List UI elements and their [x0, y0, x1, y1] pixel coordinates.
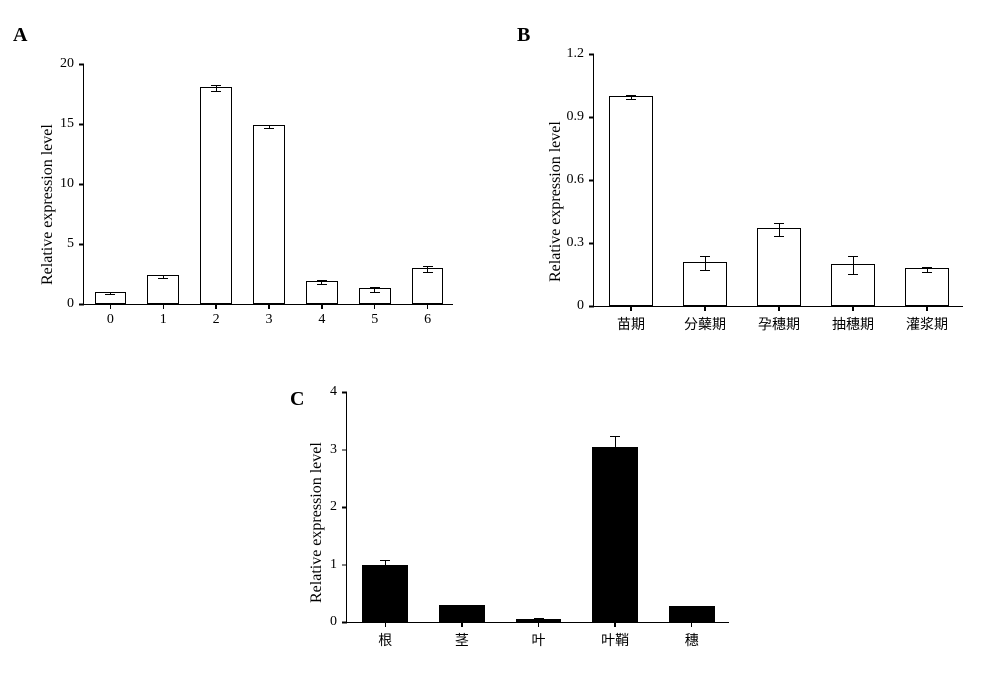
chart-c-bar	[362, 565, 408, 623]
chart-a-errorbar-cap	[105, 292, 115, 293]
chart-b-errorbar-cap	[626, 99, 636, 100]
chart-a-xtick-label: 4	[318, 304, 325, 328]
panel-label-a: A	[13, 24, 27, 47]
chart-a-ytick-label: 15	[60, 116, 84, 132]
chart-c-errorbar-cap	[687, 609, 697, 610]
chart-c-errorbar-cap	[380, 571, 390, 572]
chart-a-xtick-label: 1	[160, 304, 167, 328]
chart-a-ytick-label: 20	[60, 56, 84, 72]
chart-a-xtick-label: 5	[371, 304, 378, 328]
chart-c-xtick-label: 叶	[532, 622, 546, 650]
chart-c-errorbar-cap	[610, 436, 620, 437]
chart-a-xtick-label: 0	[107, 304, 114, 328]
chart-b: Relative expression level 00.30.60.91.2苗…	[593, 55, 963, 307]
chart-a-bar	[147, 275, 179, 304]
chart-c-ytick-label: 4	[330, 384, 347, 400]
figure-page: A B C Relative expression level 05101520…	[0, 0, 1000, 681]
panel-label-b: B	[517, 24, 530, 47]
chart-c-xtick-label: 穗	[685, 622, 699, 650]
chart-c-errorbar-cap	[457, 605, 467, 606]
chart-c-xtick-label: 根	[378, 622, 392, 650]
chart-c-errorbar	[615, 436, 616, 460]
chart-c-errorbar	[385, 560, 386, 570]
chart-c-errorbar-cap	[534, 618, 544, 619]
panel-label-c: C	[290, 388, 304, 411]
chart-a: Relative expression level 05101520012345…	[83, 65, 453, 305]
chart-c-plot-area: 01234根茎叶叶鞘穗	[346, 393, 729, 623]
chart-c: Relative expression level 01234根茎叶叶鞘穗	[346, 393, 729, 623]
chart-c-errorbar-cap	[380, 560, 390, 561]
chart-a-bar	[412, 268, 444, 304]
chart-a-errorbar-cap	[317, 284, 327, 285]
chart-b-errorbar-cap	[922, 267, 932, 268]
chart-a-errorbar-cap	[158, 275, 168, 276]
chart-a-ytick-label: 5	[67, 236, 84, 252]
chart-b-ytick-label: 1.2	[567, 46, 595, 62]
chart-a-errorbar-cap	[317, 280, 327, 281]
chart-c-ytick-label: 1	[330, 557, 347, 573]
chart-b-ytick-label: 0	[577, 298, 594, 314]
chart-b-errorbar-cap	[848, 274, 858, 275]
chart-c-ytick-label: 3	[330, 442, 347, 458]
chart-b-bar	[609, 96, 653, 306]
chart-b-plot-area: 00.30.60.91.2苗期分蘖期孕穗期抽穗期灌浆期	[593, 55, 963, 307]
chart-a-xtick-label: 6	[424, 304, 431, 328]
chart-a-ytick-label: 0	[67, 296, 84, 312]
chart-c-xtick-label: 茎	[455, 622, 469, 650]
chart-b-ylabel: Relative expression level	[547, 121, 565, 282]
chart-a-errorbar-cap	[370, 287, 380, 288]
chart-a-bar	[200, 87, 232, 304]
chart-a-errorbar-cap	[264, 125, 274, 126]
chart-b-errorbar-cap	[922, 272, 932, 273]
chart-c-ytick-label: 2	[330, 499, 347, 515]
chart-b-xtick-label: 抽穗期	[832, 306, 874, 334]
chart-a-errorbar-cap	[211, 91, 221, 92]
chart-c-ytick-label: 0	[330, 614, 347, 630]
chart-c-errorbar-cap	[687, 606, 697, 607]
chart-a-bar	[253, 125, 285, 304]
chart-b-ytick-label: 0.6	[567, 172, 595, 188]
chart-b-bar	[757, 228, 801, 306]
chart-b-xtick-label: 分蘖期	[684, 306, 726, 334]
chart-b-xtick-label: 孕穗期	[758, 306, 800, 334]
chart-b-errorbar-cap	[848, 256, 858, 257]
chart-c-xtick-label: 叶鞘	[601, 622, 629, 650]
chart-b-errorbar	[853, 256, 854, 275]
chart-b-errorbar-cap	[774, 236, 784, 237]
chart-b-errorbar	[779, 223, 780, 236]
chart-c-bar	[592, 447, 638, 622]
chart-a-errorbar-cap	[423, 272, 433, 273]
chart-a-errorbar-cap	[370, 292, 380, 293]
chart-b-errorbar	[705, 256, 706, 271]
chart-a-errorbar-cap	[105, 294, 115, 295]
chart-c-errorbar-cap	[457, 608, 467, 609]
chart-b-ytick-label: 0.9	[567, 109, 595, 125]
chart-a-xtick-label: 3	[266, 304, 273, 328]
chart-b-xtick-label: 苗期	[617, 306, 645, 334]
chart-a-errorbar-cap	[158, 278, 168, 279]
chart-a-ylabel: Relative expression level	[39, 124, 57, 285]
chart-a-errorbar-cap	[423, 266, 433, 267]
chart-a-errorbar-cap	[211, 85, 221, 86]
chart-b-xtick-label: 灌浆期	[906, 306, 948, 334]
chart-b-errorbar-cap	[774, 223, 784, 224]
chart-b-ytick-label: 0.3	[567, 235, 595, 251]
chart-a-errorbar-cap	[264, 128, 274, 129]
chart-b-errorbar-cap	[626, 95, 636, 96]
chart-b-errorbar-cap	[700, 270, 710, 271]
chart-b-bar	[905, 268, 949, 306]
chart-a-plot-area: 051015200123456	[83, 65, 453, 305]
chart-c-ylabel: Relative expression level	[308, 442, 326, 603]
chart-c-errorbar-cap	[534, 621, 544, 622]
chart-c-errorbar-cap	[610, 460, 620, 461]
chart-a-xtick-label: 2	[213, 304, 220, 328]
chart-b-errorbar-cap	[700, 256, 710, 257]
chart-a-ytick-label: 10	[60, 176, 84, 192]
